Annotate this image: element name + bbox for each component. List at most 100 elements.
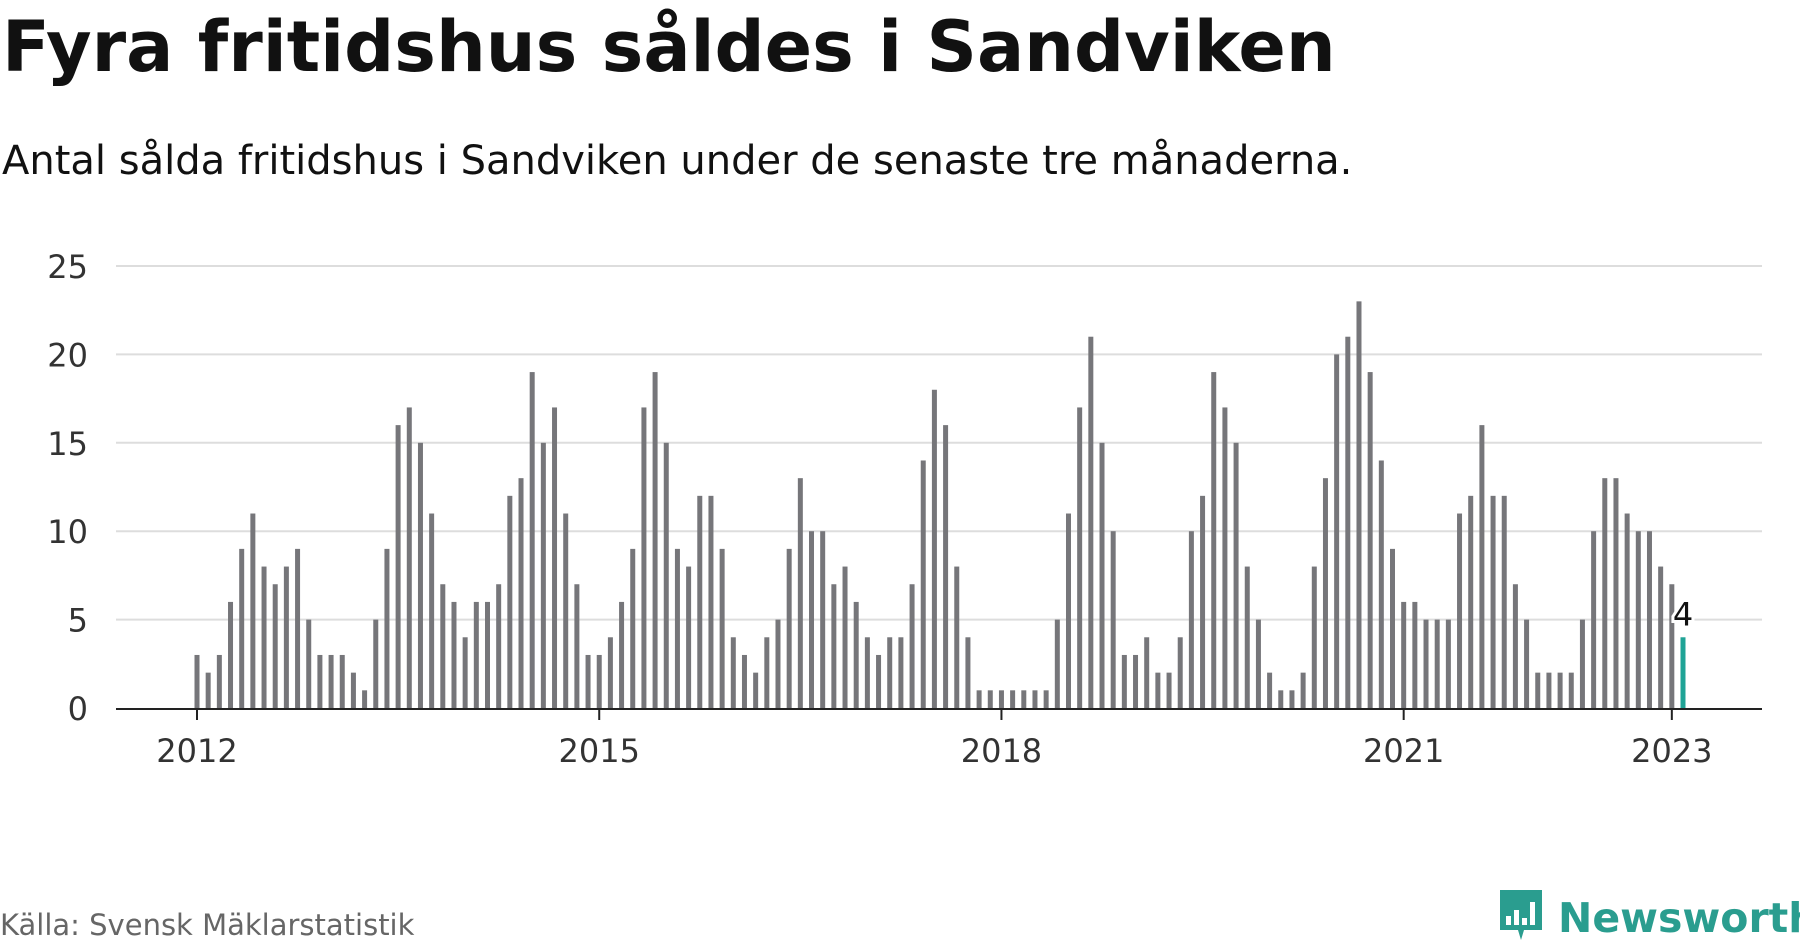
bar [1568,672,1574,708]
chart-subtitle: Antal sålda fritidshus i Sandviken under… [2,138,1353,184]
bar [976,690,982,708]
bar [1322,478,1328,708]
brand-name: Newsworthy [1558,894,1800,942]
bar [1535,672,1541,708]
bar [1188,531,1194,708]
bar [1479,425,1485,708]
bar [384,548,390,708]
bar [1255,619,1261,708]
bar [239,548,245,708]
bar [786,548,792,708]
bar [1133,654,1139,708]
bar [809,531,815,708]
bar [1445,619,1451,708]
bar [339,654,345,708]
bar [406,407,412,708]
x-tick-label: 2015 [559,732,640,770]
bar [429,513,435,708]
bar [641,407,647,708]
bar [395,425,401,708]
bar [250,513,256,708]
y-tick-label: 10 [47,513,88,551]
bar [1512,584,1518,708]
bar [1177,637,1183,708]
bar [462,637,468,708]
bar [831,584,837,708]
bar [1434,619,1440,708]
brand-logo: Newsworthy [1496,888,1800,948]
bar [898,637,904,708]
bar [954,566,960,708]
bar [1110,531,1116,708]
bar [820,531,826,708]
newsworthy-logo-icon [1500,890,1542,940]
bar [1311,566,1317,708]
bar [194,654,200,708]
bar [272,584,278,708]
bar [630,548,636,708]
bar [440,584,446,708]
bar [1077,407,1083,708]
bar [674,548,680,708]
bar [1367,372,1373,708]
bar [529,372,535,708]
bar [473,601,479,708]
bar [1557,672,1563,708]
bar [853,601,859,708]
bar [1200,495,1206,708]
bar [563,513,569,708]
bar [1613,478,1619,708]
bar [518,478,524,708]
bar [1032,690,1038,708]
bar [842,566,848,708]
bar [1043,690,1049,708]
bar [451,601,457,708]
bar [663,442,669,708]
bar [1378,460,1384,708]
y-tick-label: 15 [47,425,88,463]
bar [362,690,368,708]
bar [261,566,267,708]
bar [540,442,546,708]
bar [619,601,625,708]
bar [373,619,379,708]
bar [1099,442,1105,708]
bar [797,478,803,708]
bar [987,690,993,708]
y-tick-label: 5 [68,602,88,640]
bar [1345,336,1351,708]
bar [864,637,870,708]
bar [1065,513,1071,708]
bar [283,566,289,708]
bar [216,654,222,708]
x-tick-label: 2023 [1631,732,1712,770]
bar [753,672,759,708]
bar [686,566,692,708]
x-axis-ticks: 2012 2015 2018 2021 2023 [156,708,1713,770]
bar [1602,478,1608,708]
bar [1334,354,1340,708]
bar [1267,672,1273,708]
x-tick-label: 2018 [961,732,1042,770]
bar [552,407,558,708]
bar [931,389,937,708]
bar [1579,619,1585,708]
bar [943,425,949,708]
bar [574,584,580,708]
bar [607,637,613,708]
bar [1211,372,1217,708]
bar [1144,637,1150,708]
bar [1356,301,1362,708]
bar [1635,531,1641,708]
y-tick-label: 20 [47,336,88,374]
bar [228,601,234,708]
bar [1155,672,1161,708]
bar [295,548,301,708]
bar [697,495,703,708]
chart-title: Fyra fritidshus såldes i Sandviken [2,6,1336,88]
y-tick-label: 0 [68,690,88,728]
bar [1423,619,1429,708]
bar [585,654,591,708]
bar [1646,531,1652,708]
bar [1658,566,1664,708]
